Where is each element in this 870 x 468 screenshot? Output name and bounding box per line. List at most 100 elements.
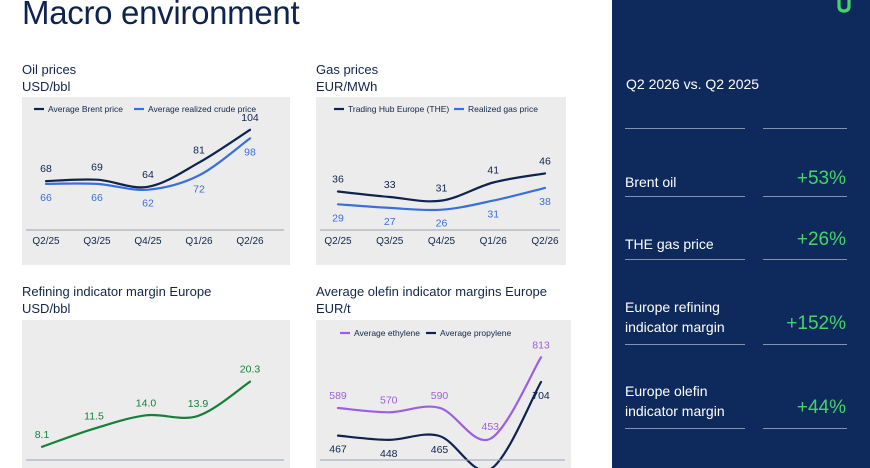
data-label: 11.5 (84, 411, 104, 423)
data-label: 27 (384, 216, 396, 228)
data-label: 8.1 (35, 429, 50, 441)
data-label: 68 (40, 163, 52, 175)
x-tick-label: Q2/25 (324, 236, 352, 247)
data-label: 64 (142, 169, 154, 181)
data-label: 465 (431, 444, 449, 456)
refining-chart-unit: USD/bbl (22, 301, 71, 316)
metric-label-line: THE gas price (625, 236, 714, 252)
metric-divider-right (763, 259, 847, 260)
legend-label: Trading Hub Europe (THE) (348, 104, 449, 114)
metric-divider-right (763, 196, 847, 197)
x-tick-label: Q1/26 (480, 236, 508, 247)
metric-divider-left (625, 428, 745, 429)
legend-label: Average realized crude price (148, 104, 256, 114)
refining-chart-title: Refining indicator margin Europe USD/bbl (22, 283, 211, 317)
metric-divider-left (625, 196, 745, 197)
metric-label-line: indicator margin (625, 319, 725, 335)
olefin-chart-name: Average olefin indicator margins Europe (316, 284, 548, 299)
refining-chart-name: Refining indicator margin Europe (22, 284, 212, 299)
page-title: Macro environment (22, 0, 300, 31)
data-label: 448 (380, 448, 398, 460)
series-line (336, 172, 547, 203)
series-line (40, 380, 252, 448)
data-label: 813 (532, 339, 550, 351)
data-label: 453 (481, 421, 499, 433)
metric-label: Europe olefin indicator margin (625, 381, 725, 421)
oil-chart-panel: Average Brent price Average realized crud… (22, 97, 290, 265)
metric-divider-right (763, 428, 847, 429)
legend-label: Realized gas price (468, 104, 538, 114)
x-tick-label: Q2/26 (236, 236, 264, 247)
oil-chart-unit: USD/bbl (22, 79, 71, 94)
data-label: 31 (487, 209, 499, 221)
legend-label: Average propylene (440, 328, 511, 338)
oil-chart-name: Oil prices (22, 62, 77, 77)
data-label: 104 (241, 112, 259, 124)
metric-label: Europe refining indicator margin (625, 297, 725, 337)
series-line (44, 137, 252, 191)
data-label: 46 (539, 155, 551, 167)
data-label: 590 (431, 390, 449, 402)
data-label: 81 (193, 145, 205, 157)
data-label: 69 (91, 162, 103, 174)
olefin-chart-unit: EUR/t (316, 301, 351, 316)
x-tick-label: Q3/25 (376, 236, 404, 247)
data-label: 704 (532, 390, 550, 402)
series-line (336, 356, 543, 442)
data-label: 98 (244, 146, 256, 158)
header-divider-left (625, 128, 745, 129)
metric-divider-left (625, 344, 745, 345)
data-label: 467 (329, 444, 347, 456)
gas-chart-unit: EUR/MWh (316, 79, 378, 94)
refining-margin-chart: 8.1 11.5 14.0 13.9 20.3 (26, 364, 284, 461)
data-label: 26 (436, 218, 448, 230)
refining-chart-panel: 8.1 11.5 14.0 13.9 20.3 (22, 320, 290, 468)
data-label: 66 (40, 192, 52, 204)
olefin-margin-chart: Average ethylene Average propylene 589 570 5… (320, 328, 565, 468)
data-label: 20.3 (240, 364, 261, 376)
x-tick-label: Q2/26 (531, 236, 559, 247)
metric-value: +53% (796, 168, 846, 189)
x-tick-label: Q4/25 (428, 236, 456, 247)
gas-chart-name: Gas prices (316, 62, 379, 77)
metric-label-line: Europe olefin (625, 383, 708, 399)
data-label: 38 (539, 196, 551, 208)
brand-logo-icon (837, 0, 851, 13)
metric-divider-left (625, 259, 745, 260)
metric-value: +44% (796, 397, 846, 418)
metric-label-line: indicator margin (625, 403, 725, 419)
metric-value: +26% (796, 229, 846, 250)
series-line (336, 186, 547, 212)
kpi-sidebar: Q2 2026 vs. Q2 2025 Brent oil +53% THE g… (612, 0, 870, 468)
x-tick-label: Q1/26 (185, 236, 213, 247)
data-label: 589 (329, 390, 347, 402)
data-label: 41 (487, 164, 499, 176)
data-label: 36 (332, 174, 344, 186)
legend-label: Average Brent price (48, 104, 123, 114)
oil-price-chart: Average Brent price Average realized crud… (26, 104, 284, 247)
data-label: 33 (384, 179, 396, 191)
x-tick-label: Q4/25 (134, 236, 162, 247)
legend-label: Average ethylene (354, 328, 420, 338)
data-label: 570 (380, 394, 398, 406)
data-label: 62 (142, 198, 154, 210)
data-label: 13.9 (188, 398, 209, 410)
series-line (44, 128, 252, 189)
oil-chart-title: Oil prices USD/bbl (22, 61, 76, 95)
metric-value: +152% (786, 313, 846, 334)
data-label: 31 (436, 183, 448, 195)
data-label: 72 (193, 183, 205, 195)
x-tick-label: Q2/25 (32, 236, 60, 247)
gas-chart-title: Gas prices EUR/MWh (316, 61, 378, 95)
data-label: 29 (332, 212, 344, 224)
metric-label: THE gas price (625, 234, 714, 254)
metric-label-line: Brent oil (625, 174, 677, 190)
data-label: 14.0 (136, 397, 157, 409)
x-tick-label: Q3/25 (83, 236, 111, 247)
header-divider-right (763, 128, 847, 129)
olefin-chart-panel: Average ethylene Average propylene 589 570 5… (316, 320, 571, 468)
data-label: 66 (91, 192, 103, 204)
metric-divider-right (763, 344, 847, 345)
series-line (336, 380, 543, 468)
olefin-chart-title: Average olefin indicator margins Europe … (316, 283, 547, 317)
